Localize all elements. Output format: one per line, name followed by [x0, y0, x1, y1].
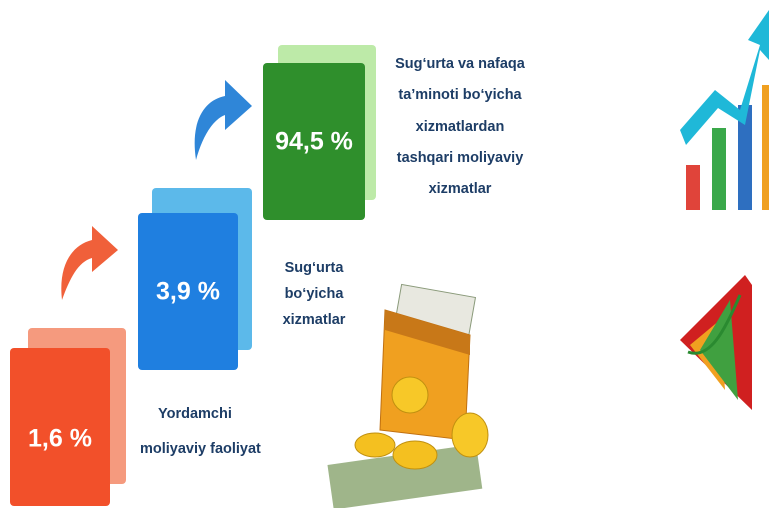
label: xizmatlar	[429, 181, 492, 197]
box	[263, 63, 365, 220]
value: 1,6 %	[28, 425, 92, 453]
chart-3d-icon	[680, 275, 752, 410]
label: xizmatlardan	[416, 119, 505, 135]
label: tashqari moliyaviy	[397, 150, 524, 166]
value: 3,9 %	[156, 278, 220, 306]
label: xizmatlar	[283, 312, 346, 328]
label: bo‘yicha	[285, 286, 345, 302]
label: ta’minoti bo‘yicha	[398, 87, 522, 103]
wallet-icon	[327, 283, 489, 508]
box	[10, 348, 110, 506]
label: Yordamchi	[158, 406, 232, 422]
arrow	[61, 226, 118, 300]
value: 94,5 %	[275, 128, 353, 156]
chart-icon	[680, 10, 769, 210]
box	[138, 213, 238, 370]
label: moliyaviy faoliyat	[140, 441, 261, 457]
arrow	[194, 80, 252, 160]
label: Sug‘urta	[285, 260, 345, 276]
label: Sug‘urta va nafaqa	[395, 56, 526, 72]
